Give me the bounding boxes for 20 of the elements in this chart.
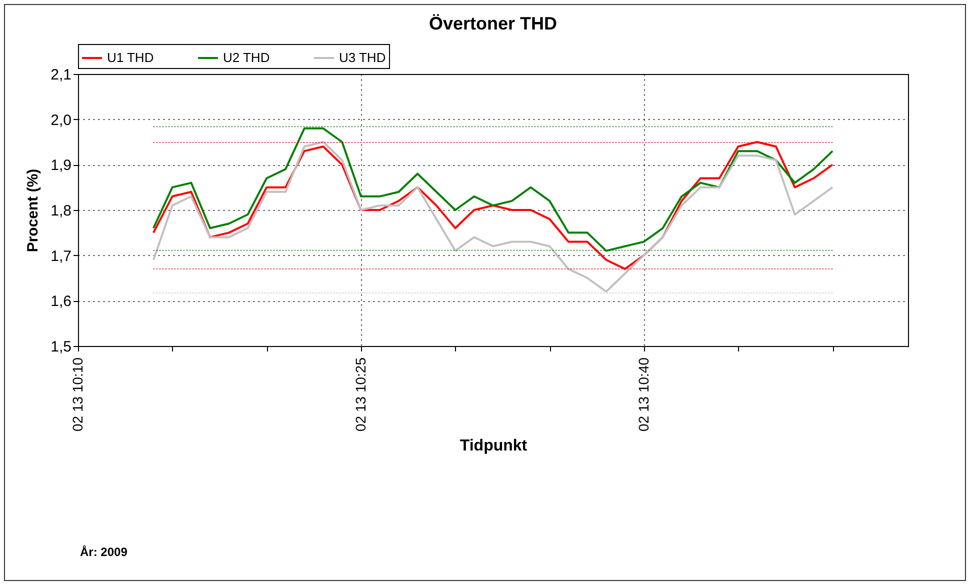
x-tick-label: 02 13 10:25	[352, 357, 368, 432]
line-series	[152, 127, 834, 252]
x-axis-title: Tidpunkt	[460, 437, 528, 454]
x-tick-label: 02 13 10:10	[70, 357, 86, 432]
y-tick-label: 1,9	[50, 157, 72, 174]
y-tick-label: 1,7	[50, 248, 72, 265]
chart-title: Övertoner THD	[428, 14, 558, 34]
y-tick-label: 1,5	[50, 338, 72, 356]
legend-label: U1 THD	[107, 50, 154, 65]
legend-label: U2 THD	[223, 50, 270, 65]
y-tick-label: 1,8	[50, 202, 72, 220]
y-tick-label: 2,1	[50, 66, 72, 84]
line-series	[152, 141, 834, 293]
y-tick-label: 1,6	[50, 293, 72, 310]
y-tick-label: 2,0	[50, 112, 72, 129]
text: År: 2009	[80, 545, 128, 559]
x-tick-label: 02 13 10:40	[635, 357, 652, 432]
y-axis-title: Procent (%)	[24, 168, 42, 252]
legend-label: U3 THD	[339, 50, 386, 65]
line-series	[152, 141, 834, 270]
